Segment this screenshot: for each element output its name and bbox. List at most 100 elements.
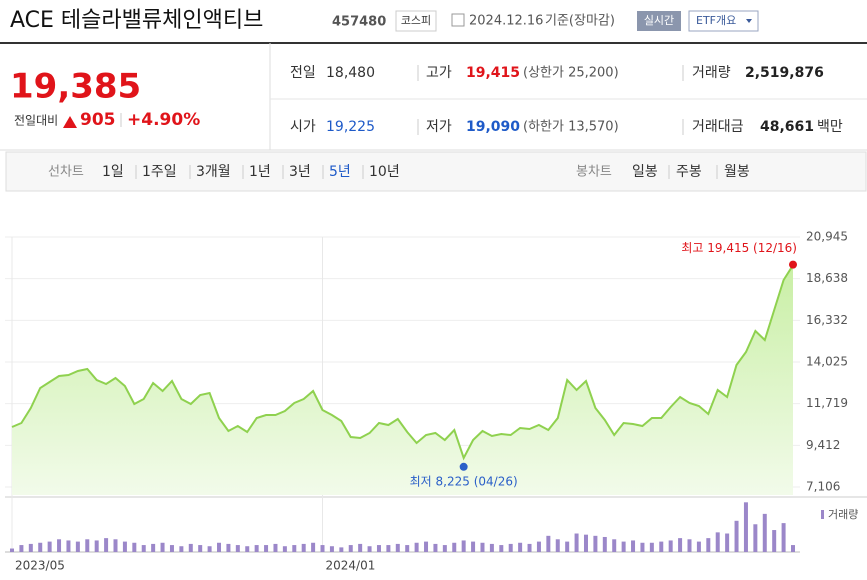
etf-info-label: ETF개요 <box>696 14 736 27</box>
realtime-badge[interactable] <box>637 11 681 31</box>
volume-bar <box>85 539 90 552</box>
volume-bar <box>480 542 485 552</box>
tabs: 1일 1주일 3개월 1년 3년 5년 10년 일봉 주봉 월봉 <box>102 164 750 180</box>
volume-bar <box>386 545 391 552</box>
volume-bar <box>226 543 231 552</box>
volume-bar <box>536 541 541 552</box>
area-fill <box>12 265 793 495</box>
x-tick-label: 2023/05 <box>15 559 65 573</box>
volume-bar <box>113 539 118 552</box>
volume-bar <box>659 541 664 552</box>
stat-label: 고가 <box>426 65 452 81</box>
current-price: 19,385 <box>10 67 141 107</box>
change-percent: +4.90% <box>127 110 200 130</box>
volume-bar <box>273 543 278 552</box>
tab-group-label: 선차트 <box>48 165 84 180</box>
volume-bar <box>583 534 588 552</box>
stat-limit: (상한가 25,200) <box>523 66 619 81</box>
volume-bar <box>311 542 316 552</box>
volume-bar <box>414 542 419 552</box>
y-tick-label: 14,025 <box>806 355 848 369</box>
volume-bar <box>753 524 758 552</box>
tab[interactable]: 일봉 <box>632 164 658 180</box>
y-tick-label: 11,719 <box>806 396 848 410</box>
change-label: 전일대비 <box>14 114 58 128</box>
stat-value: 48,661 <box>760 119 814 135</box>
volume-bar <box>320 545 325 552</box>
volume-bar <box>169 545 174 552</box>
etf-code: 457480 <box>332 15 386 30</box>
legend-label: 거래량 <box>828 508 858 521</box>
price-chart: 7,106 9,412 11,719 14,025 16,332 18,638 20,945… <box>5 230 867 573</box>
volume-bar <box>395 543 400 552</box>
tab[interactable]: 주봉 <box>676 164 702 180</box>
y-tick-label: 18,638 <box>806 271 848 285</box>
stat-unit: 백만 <box>817 119 843 135</box>
volume-bar <box>781 523 786 552</box>
volume-bar <box>160 542 165 552</box>
volume-bar <box>179 546 184 552</box>
volume-bar <box>452 542 457 552</box>
volume-bar <box>358 543 363 552</box>
volume-bar <box>555 539 560 552</box>
volume-bar <box>471 541 476 552</box>
y-tick-label: 16,332 <box>806 313 848 327</box>
tab[interactable]: 5년 <box>329 164 351 180</box>
volume-bar <box>405 545 410 552</box>
volume-bar <box>461 540 466 552</box>
volume-bar <box>678 538 683 552</box>
y-tick-label: 20,945 <box>806 230 848 244</box>
volume-bar <box>574 533 579 552</box>
volume-bar <box>367 546 372 552</box>
volume-bar <box>339 547 344 552</box>
volume-bar <box>254 545 259 552</box>
stat-label: 저가 <box>426 119 452 135</box>
volume-bar <box>38 542 43 552</box>
tab[interactable]: 월봉 <box>724 164 750 180</box>
tab[interactable]: 1주일 <box>142 164 177 180</box>
date: 2024.12.16 <box>469 14 543 29</box>
volume-bar <box>47 541 52 552</box>
volume-bar <box>621 541 626 552</box>
etf-info-button[interactable] <box>688 10 759 32</box>
volume-bar <box>668 540 673 552</box>
volume-bar <box>141 545 146 552</box>
annotation: 최저 8,225 (04/26) <box>410 474 518 488</box>
volume-bar <box>424 541 429 552</box>
volume-bar <box>631 540 636 552</box>
tab[interactable]: 3개월 <box>196 164 231 180</box>
volume-bar <box>546 535 551 552</box>
tab[interactable]: 1일 <box>102 164 124 180</box>
volume-bar <box>706 538 711 552</box>
stat-value: 19,090 <box>466 119 520 135</box>
volume-bar <box>687 539 692 552</box>
tab[interactable]: 10년 <box>369 164 400 180</box>
tab[interactable]: 3년 <box>289 164 311 180</box>
stat-value: 19,415 <box>466 65 520 81</box>
volume-bar <box>527 543 532 552</box>
volume-bar <box>10 548 14 552</box>
volume-bar <box>207 546 212 552</box>
volume-bar <box>734 520 739 552</box>
volume-bar <box>198 545 203 552</box>
tab-bar <box>5 151 867 192</box>
market-badge <box>395 10 437 32</box>
volume-bar <box>282 546 287 552</box>
volume-bar <box>57 539 62 552</box>
market-label: 코스피 <box>401 14 431 27</box>
volume-bar <box>264 545 269 552</box>
volume-bar <box>301 543 306 552</box>
volume-bar <box>489 543 494 552</box>
volume-bar <box>151 543 156 552</box>
change-amount: 905 <box>80 110 116 130</box>
realtime-label: 실시간 <box>644 14 674 27</box>
y-tick-label: 7,106 <box>806 480 840 494</box>
volume-bar <box>28 543 33 552</box>
volume-bar <box>348 545 353 552</box>
tab[interactable]: 1년 <box>249 164 271 180</box>
volume-bar <box>612 539 617 552</box>
volume-bar <box>66 540 71 552</box>
up-arrow <box>63 116 77 128</box>
stat-value: 18,480 <box>326 65 375 81</box>
